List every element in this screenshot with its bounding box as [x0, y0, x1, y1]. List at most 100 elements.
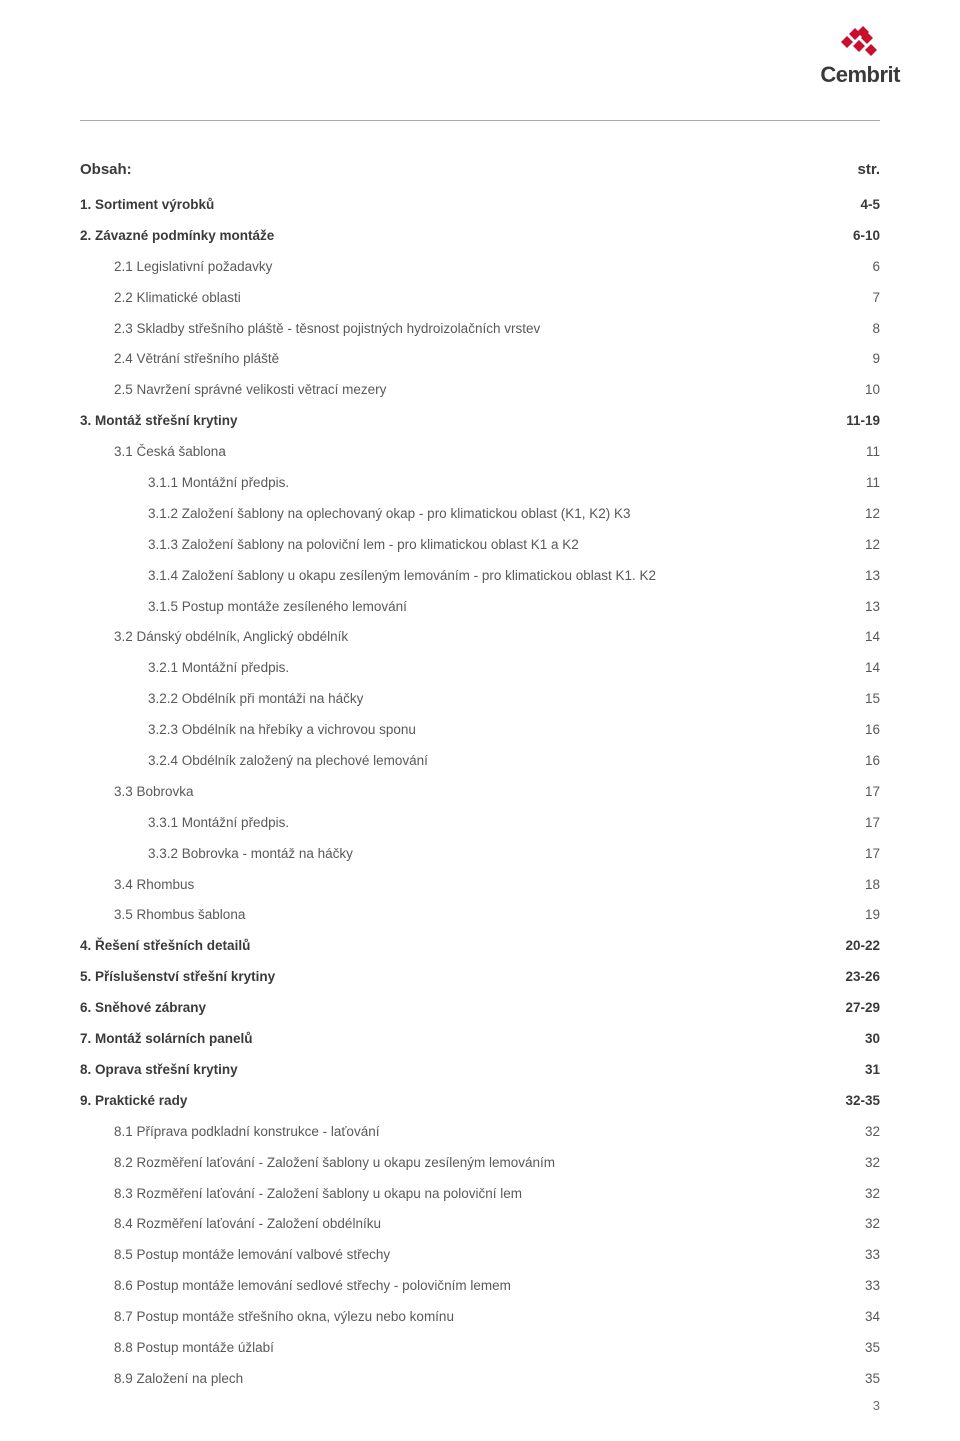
toc-row: 2. Závazné podmínky montáže6-10: [80, 227, 880, 246]
toc-row: 8.7 Postup montáže střešního okna, výlez…: [80, 1308, 880, 1327]
toc-entry-label: 3.1.5 Postup montáže zesíleného lemování: [148, 598, 830, 617]
toc-entry-page: 15: [830, 690, 880, 709]
toc-entry-page: 32: [830, 1123, 880, 1142]
toc-entry-label: 3.1 Česká šablona: [114, 443, 830, 462]
toc-entry-label: 2.2 Klimatické oblasti: [114, 289, 830, 308]
toc-row: 8.6 Postup montáže lemování sedlové stře…: [80, 1277, 880, 1296]
toc-entry-page: 33: [830, 1277, 880, 1296]
toc-title: Obsah:: [80, 161, 132, 178]
toc-entry-label: 8.4 Rozměření laťování - Založení obdéln…: [114, 1215, 830, 1234]
toc-entry-label: 8.6 Postup montáže lemování sedlové stře…: [114, 1277, 830, 1296]
toc-entry-label: 9. Praktické rady: [80, 1092, 830, 1111]
toc-entry-page: 18: [830, 876, 880, 895]
toc-entry-label: 3.3.2 Bobrovka - montáž na háčky: [148, 845, 830, 864]
toc-entry-label: 2.3 Skladby střešního pláště - těsnost p…: [114, 320, 830, 339]
toc-entry-page: 17: [830, 783, 880, 802]
toc-entry-page: 27-29: [830, 999, 880, 1018]
toc-row: 3.4 Rhombus18: [80, 876, 880, 895]
toc-entry-label: 1. Sortiment výrobků: [80, 196, 830, 215]
toc-entry-label: 3.2.1 Montážní předpis.: [148, 659, 830, 678]
toc-entry-page: 17: [830, 845, 880, 864]
toc-entry-page: 7: [830, 289, 880, 308]
toc-row: 2.5 Navržení správné velikosti větrací m…: [80, 381, 880, 400]
toc-entry-label: 3.2 Dánský obdélník, Anglický obdélník: [114, 628, 830, 647]
toc-entry-page: 4-5: [830, 196, 880, 215]
brand-name: Cembrit: [820, 62, 900, 88]
toc-entry-page: 31: [830, 1061, 880, 1080]
toc-entry-page: 9: [830, 350, 880, 369]
toc-entry-page: 11: [830, 474, 880, 493]
toc-entry-label: 3.2.3 Obdélník na hřebíky a vichrovou sp…: [148, 721, 830, 740]
toc-entry-label: 3.1.3 Založení šablony na poloviční lem …: [148, 536, 830, 555]
toc-row: 8.2 Rozměření laťování - Založení šablon…: [80, 1154, 880, 1173]
toc-entry-label: 3. Montáž střešní krytiny: [80, 412, 830, 431]
toc-row: 3.2 Dánský obdélník, Anglický obdélník14: [80, 628, 880, 647]
toc-entry-page: 10: [830, 381, 880, 400]
toc-entry-page: 19: [830, 906, 880, 925]
header-divider: [80, 120, 880, 121]
toc-entry-label: 3.2.4 Obdélník založený na plechové lemo…: [148, 752, 830, 771]
toc-row: 2.2 Klimatické oblasti7: [80, 289, 880, 308]
toc-row: 3.2.2 Obdélník při montáži na háčky15: [80, 690, 880, 709]
toc-row: 3.2.3 Obdélník na hřebíky a vichrovou sp…: [80, 721, 880, 740]
toc-row: 8.4 Rozměření laťování - Založení obdéln…: [80, 1215, 880, 1234]
toc-header-row: Obsah: str.: [80, 161, 880, 178]
toc-entry-page: 32: [830, 1215, 880, 1234]
toc-entry-label: 8.9 Založení na plech: [114, 1370, 830, 1389]
toc-entry-page: 33: [830, 1246, 880, 1265]
toc-row: 3.1.1 Montážní předpis.11: [80, 474, 880, 493]
toc-entry-page: 34: [830, 1308, 880, 1327]
toc-row: 3.1.3 Založení šablony na poloviční lem …: [80, 536, 880, 555]
brand-logo: Cembrit: [820, 22, 900, 88]
toc-row: 8.8 Postup montáže úžlabí35: [80, 1339, 880, 1358]
toc-row: 9. Praktické rady32-35: [80, 1092, 880, 1111]
toc-row: 5. Příslušenství střešní krytiny23-26: [80, 968, 880, 987]
toc-entry-label: 2.4 Větrání střešního pláště: [114, 350, 830, 369]
toc-entry-page: 11-19: [830, 412, 880, 431]
toc-entry-page: 12: [830, 505, 880, 524]
toc-entry-label: 3.2.2 Obdélník při montáži na háčky: [148, 690, 830, 709]
toc-row: 3.1.5 Postup montáže zesíleného lemování…: [80, 598, 880, 617]
logo-mark-icon: [839, 22, 881, 58]
toc-entry-label: 8.8 Postup montáže úžlabí: [114, 1339, 830, 1358]
table-of-contents: 1. Sortiment výrobků4-52. Závazné podmín…: [80, 196, 880, 1389]
toc-entry-page: 13: [830, 598, 880, 617]
toc-entry-label: 3.3.1 Montážní předpis.: [148, 814, 830, 833]
toc-row: 1. Sortiment výrobků4-5: [80, 196, 880, 215]
toc-entry-label: 2. Závazné podmínky montáže: [80, 227, 830, 246]
toc-row: 2.3 Skladby střešního pláště - těsnost p…: [80, 320, 880, 339]
toc-row: 3. Montáž střešní krytiny11-19: [80, 412, 880, 431]
toc-row: 2.1 Legislativní požadavky6: [80, 258, 880, 277]
toc-entry-page: 23-26: [830, 968, 880, 987]
toc-row: 3.2.4 Obdélník založený na plechové lemo…: [80, 752, 880, 771]
toc-entry-label: 8.3 Rozměření laťování - Založení šablon…: [114, 1185, 830, 1204]
toc-entry-label: 3.1.1 Montážní předpis.: [148, 474, 830, 493]
toc-entry-page: 8: [830, 320, 880, 339]
toc-row: 3.1.4 Založení šablony u okapu zesíleným…: [80, 567, 880, 586]
toc-row: 8.9 Založení na plech35: [80, 1370, 880, 1389]
toc-entry-label: 8.2 Rozměření laťování - Založení šablon…: [114, 1154, 830, 1173]
toc-row: 3.3 Bobrovka17: [80, 783, 880, 802]
toc-entry-label: 8.7 Postup montáže střešního okna, výlez…: [114, 1308, 830, 1327]
toc-entry-page: 16: [830, 752, 880, 771]
toc-entry-page: 17: [830, 814, 880, 833]
toc-entry-page: 32: [830, 1154, 880, 1173]
toc-entry-label: 7. Montáž solárních panelů: [80, 1030, 830, 1049]
toc-entry-page: 35: [830, 1370, 880, 1389]
toc-row: 8.1 Příprava podkladní konstrukce - laťo…: [80, 1123, 880, 1142]
toc-entry-page: 13: [830, 567, 880, 586]
toc-page-header: str.: [857, 161, 880, 178]
toc-row: 3.1 Česká šablona11: [80, 443, 880, 462]
page-number: 3: [873, 1398, 880, 1413]
toc-entry-page: 14: [830, 628, 880, 647]
toc-entry-label: 5. Příslušenství střešní krytiny: [80, 968, 830, 987]
toc-entry-label: 3.3 Bobrovka: [114, 783, 830, 802]
toc-row: 3.2.1 Montážní předpis.14: [80, 659, 880, 678]
toc-row: 6. Sněhové zábrany27-29: [80, 999, 880, 1018]
toc-row: 3.3.2 Bobrovka - montáž na háčky17: [80, 845, 880, 864]
toc-row: 8.5 Postup montáže lemování valbové stře…: [80, 1246, 880, 1265]
toc-entry-page: 35: [830, 1339, 880, 1358]
toc-entry-label: 8. Oprava střešní krytiny: [80, 1061, 830, 1080]
toc-entry-label: 2.1 Legislativní požadavky: [114, 258, 830, 277]
toc-entry-label: 4. Řešení střešních detailů: [80, 937, 830, 956]
